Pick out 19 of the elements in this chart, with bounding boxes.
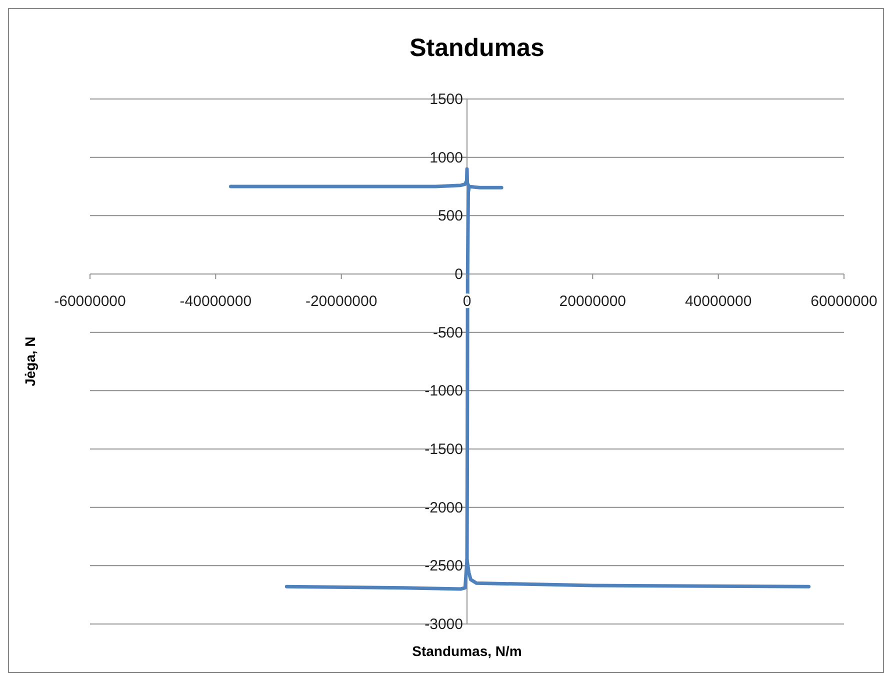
y-tick-label: -1000 bbox=[424, 382, 463, 400]
y-tick-label: -2500 bbox=[424, 558, 463, 575]
y-tick-label: -1500 bbox=[424, 441, 463, 458]
y-tick-label: -3000 bbox=[424, 616, 463, 633]
x-axis-title: Standumas, N/m bbox=[412, 643, 522, 659]
y-tick-label: 1500 bbox=[430, 91, 463, 108]
x-tick-label: 20000000 bbox=[559, 293, 626, 310]
chart-title: Standumas bbox=[410, 34, 544, 62]
x-tick-label: -40000000 bbox=[180, 293, 252, 310]
x-tick-label: -20000000 bbox=[305, 293, 378, 310]
x-tick-label: -60000000 bbox=[54, 293, 126, 310]
y-tick-label: 0 bbox=[454, 266, 463, 283]
y-tick-label: 500 bbox=[438, 208, 463, 225]
y-tick-label: -2000 bbox=[424, 499, 463, 516]
y-tick-label: 1000 bbox=[430, 149, 463, 166]
y-axis-title: Jėga, N bbox=[22, 336, 38, 386]
y-tick-label: -500 bbox=[432, 324, 463, 342]
x-tick-label: 60000000 bbox=[810, 293, 878, 310]
x-tick-label: 40000000 bbox=[684, 293, 752, 310]
